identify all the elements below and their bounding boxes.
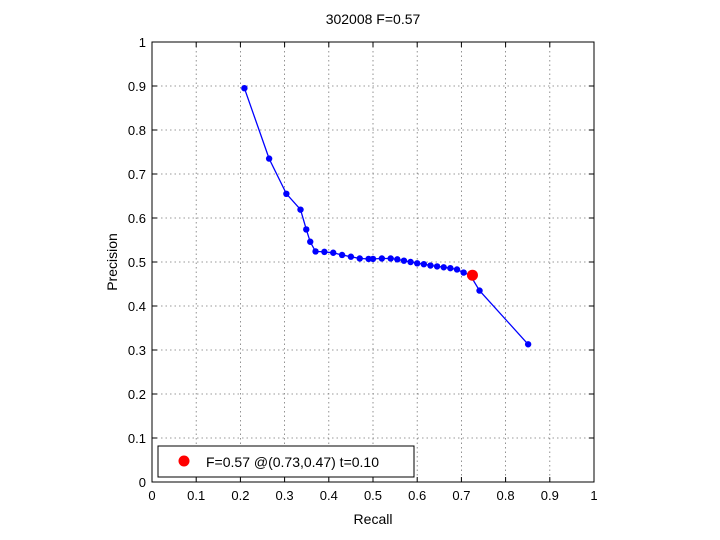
data-point [447,264,454,272]
data-point [307,238,314,245]
best-f-point [466,269,478,281]
x-tick-label: 0.9 [541,488,559,503]
axis-ticks: 0 0.1 0.2 0.3 0.4 0.5 0.6 0.7 0.8 0.9 1 0 0.1 0.2 0.3 0… [128,35,598,503]
x-tick-label: 1 [590,488,597,503]
data-point [394,256,401,263]
y-tick-label: 0.8 [128,123,146,138]
data-point [400,257,408,264]
x-tick-label: 0.7 [452,488,470,503]
data-point [420,261,428,268]
y-tick-label: 0.9 [128,79,146,94]
data-point [330,249,337,256]
legend: F=0.57 @(0.73,0.47) t=0.10 [157,445,415,478]
y-tick-label: 0.5 [128,255,146,270]
data-point [414,260,421,267]
legend-marker-icon [178,455,190,467]
y-tick-label: 0.4 [128,299,146,314]
data-point [433,263,441,270]
y-tick-label: 0.1 [128,431,146,446]
y-tick-label: 0.6 [128,211,146,226]
data-point [378,255,386,262]
data-point [427,262,434,269]
data-point [241,85,248,92]
data-point [524,341,532,348]
y-tick-label: 0.7 [128,167,146,182]
x-tick-label: 0 [148,488,155,503]
x-tick-label: 0.6 [408,488,426,503]
data-point [265,155,273,162]
x-tick-label: 0.3 [276,488,294,503]
data-point [347,253,355,260]
data-point [338,251,346,259]
data-point [365,255,372,263]
data-point [356,255,363,262]
y-tick-label: 0 [139,475,146,490]
x-tick-label: 0.4 [320,488,338,503]
data-point [283,190,290,197]
data-point [369,255,377,263]
y-tick-label: 0.3 [128,343,146,358]
data-point [407,258,414,266]
data-point [303,226,310,233]
x-tick-label: 0.1 [187,488,205,503]
data-point [312,248,319,255]
x-tick-label: 0.2 [231,488,249,503]
series-layer [241,85,532,348]
legend-box [157,445,415,478]
data-point [440,264,447,271]
y-tick-label: 1 [139,35,146,50]
x-tick-label: 0.5 [364,488,382,503]
x-tick-label: 0.8 [497,488,515,503]
data-point [387,255,394,262]
y-axis-label: Precision [104,233,120,291]
legend-entry: F=0.57 @(0.73,0.47) t=0.10 [206,454,379,470]
data-point [476,287,483,294]
data-point [321,248,328,256]
data-point [297,206,304,213]
x-axis-label: Recall [354,511,393,527]
data-point [453,266,461,273]
data-point [460,269,467,276]
y-tick-label: 0.2 [128,387,146,402]
chart-title: 302008 F=0.57 [326,11,421,27]
